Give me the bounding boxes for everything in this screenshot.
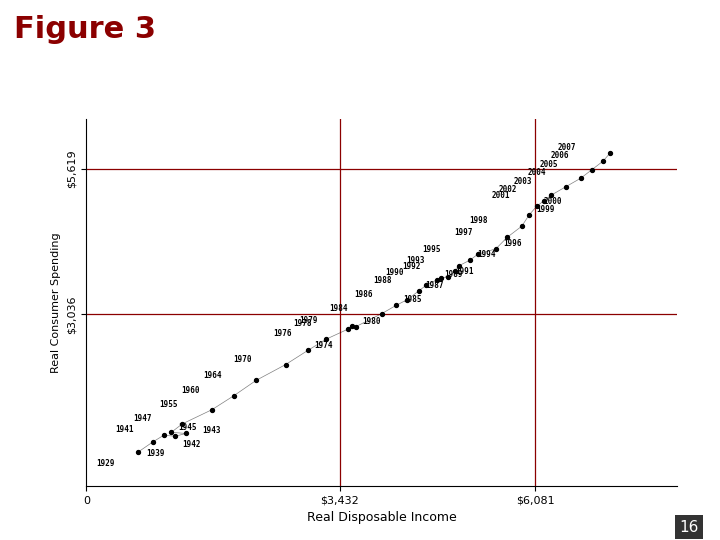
Point	[180, 429, 192, 438]
Text: 2001: 2001	[491, 191, 510, 200]
Point	[449, 267, 461, 275]
Text: 1985: 1985	[403, 295, 422, 305]
Point	[320, 335, 332, 343]
Point	[346, 322, 358, 330]
Point	[390, 301, 402, 309]
Point	[413, 287, 424, 295]
Point	[560, 183, 572, 191]
Point	[546, 191, 557, 199]
Text: 1978: 1978	[293, 319, 311, 328]
Text: 1942: 1942	[182, 441, 200, 449]
Point	[442, 273, 454, 281]
Text: 1979: 1979	[300, 316, 318, 325]
Text: 1994: 1994	[477, 250, 495, 259]
Text: 1984: 1984	[329, 304, 347, 313]
Text: 2000: 2000	[544, 197, 562, 206]
Text: 1987: 1987	[426, 281, 444, 291]
Point	[169, 432, 181, 441]
Text: 1976: 1976	[274, 329, 292, 339]
Point	[402, 295, 413, 304]
Point	[490, 245, 502, 253]
Point	[531, 202, 542, 211]
Point	[228, 392, 240, 400]
Point	[158, 431, 170, 440]
Point	[539, 197, 550, 205]
Text: 1929: 1929	[96, 459, 115, 468]
Text: 2002: 2002	[498, 185, 517, 194]
Text: 1995: 1995	[422, 245, 441, 254]
Text: 1974: 1974	[315, 341, 333, 349]
Text: 2004: 2004	[528, 168, 546, 177]
Y-axis label: Real Consumer Spending: Real Consumer Spending	[51, 232, 61, 373]
Point	[523, 211, 535, 219]
Point	[302, 346, 314, 355]
Point	[251, 376, 262, 384]
Point	[147, 437, 158, 446]
Text: 1980: 1980	[363, 317, 381, 326]
Text: 1955: 1955	[159, 400, 178, 409]
Text: 1989: 1989	[444, 270, 462, 279]
Text: 1986: 1986	[355, 290, 373, 299]
Point	[343, 325, 354, 333]
Text: 1998: 1998	[469, 217, 487, 225]
Point	[132, 448, 144, 456]
Text: 1991: 1991	[455, 267, 474, 276]
Text: 2005: 2005	[539, 160, 558, 169]
Text: 1947: 1947	[134, 414, 152, 423]
Text: 1988: 1988	[373, 276, 392, 285]
Text: 1992: 1992	[402, 261, 421, 271]
Text: 1990: 1990	[385, 268, 404, 278]
Point	[472, 250, 483, 259]
Text: 1945: 1945	[179, 423, 197, 431]
Text: Scatter diagram: consumer spending &disposable income: Scatter diagram: consumer spending &disp…	[7, 73, 688, 94]
Text: 1943: 1943	[203, 427, 221, 435]
Text: 2007: 2007	[557, 143, 576, 152]
Text: 2003: 2003	[513, 177, 532, 186]
Point	[435, 274, 446, 282]
Text: 16: 16	[679, 519, 698, 535]
X-axis label: Real Disposable Income: Real Disposable Income	[307, 511, 456, 524]
Point	[376, 309, 387, 318]
Point	[206, 406, 217, 414]
Point	[464, 256, 476, 265]
Text: 1993: 1993	[406, 256, 425, 265]
Point	[501, 233, 513, 242]
Text: 1960: 1960	[181, 386, 199, 395]
Point	[431, 275, 443, 284]
Text: 1999: 1999	[536, 205, 554, 214]
Point	[598, 157, 609, 165]
Text: 1939: 1939	[146, 449, 164, 458]
Text: 1941: 1941	[115, 426, 134, 434]
Text: 1997: 1997	[454, 228, 473, 237]
Text: 1970: 1970	[233, 355, 251, 364]
Text: 1964: 1964	[203, 370, 222, 380]
Text: 2006: 2006	[550, 151, 569, 160]
Point	[176, 420, 188, 428]
Point	[420, 281, 432, 290]
Point	[605, 148, 616, 157]
Point	[280, 360, 292, 369]
Point	[350, 322, 361, 331]
Point	[575, 174, 587, 183]
Point	[454, 261, 465, 270]
Text: Figure 3: Figure 3	[14, 15, 156, 44]
Point	[586, 165, 598, 174]
Point	[166, 428, 177, 437]
Text: 1996: 1996	[503, 239, 521, 248]
Point	[516, 222, 528, 231]
